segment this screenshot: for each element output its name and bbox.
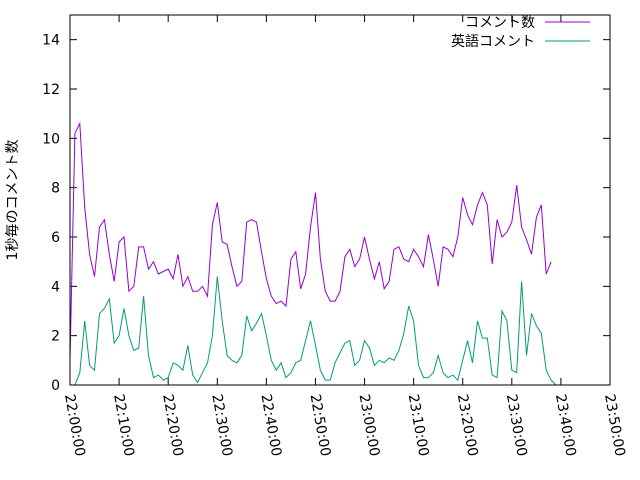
x-tick-label: 23:00:00 [356,393,383,458]
y-tick-label: 12 [42,82,60,98]
x-axis-ticks: 22:00:00 22:10:00 22:20:00 22:30:00 22:40:00… [61,15,628,458]
x-tick-label: 22:30:00 [208,393,235,458]
y-axis-label: 1秒毎のコメント数 [5,140,21,261]
y-tick-label: 6 [51,230,60,246]
legend-label: 英語コメント [451,33,535,50]
y-tick-label: 8 [51,181,60,197]
x-tick-label: 23:20:00 [454,393,481,458]
x-tick-label: 22:40:00 [257,393,284,458]
x-tick-label: 22:00:00 [61,393,88,458]
x-tick-label: 23:30:00 [503,393,530,458]
y-tick-label: 0 [51,378,60,394]
x-tick-label: 22:10:00 [110,393,137,458]
plot-frame [69,14,611,386]
x-tick-label: 23:50:00 [601,393,628,458]
legend-label: コメント数 [465,15,535,31]
series-lines [69,121,557,386]
y-tick-label: 14 [42,33,60,49]
series-line-2 [70,276,557,386]
x-tick-label: 23:10:00 [405,393,432,458]
x-tick-label: 23:40:00 [552,393,579,458]
x-tick-label: 22:20:00 [159,393,186,458]
x-tick-label: 22:50:00 [307,393,334,458]
series-line-1 [69,121,552,361]
y-tick-label: 4 [51,279,60,295]
y-axis-ticks: 0 2 4 6 8 10 12 14 [42,33,610,394]
y-tick-label: 10 [42,131,60,147]
y-tick-label: 2 [51,329,60,345]
